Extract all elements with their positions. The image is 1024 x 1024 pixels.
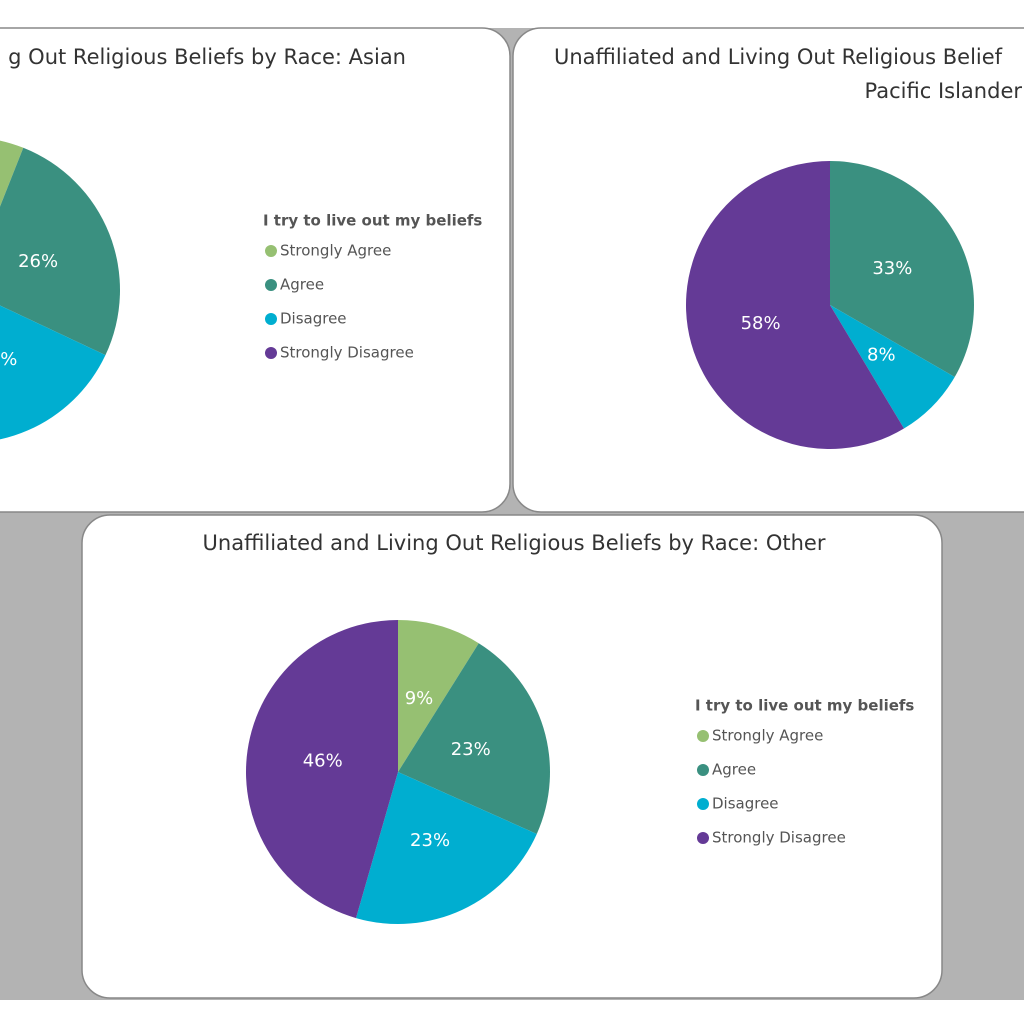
legend-label: Disagree [280, 310, 347, 328]
pie-slice [356, 772, 537, 925]
legend-marker [697, 798, 709, 810]
pie-slice [686, 161, 904, 449]
pie-slice [398, 620, 479, 772]
legend-label: Strongly Disagree [712, 829, 846, 847]
data-label: 58% [741, 313, 781, 334]
pie-slice [0, 147, 120, 356]
legend-label: Agree [712, 761, 756, 779]
data-label: 33% [872, 258, 912, 279]
legend-label: Strongly Agree [280, 242, 391, 260]
legend-label: Disagree [712, 795, 779, 813]
pie-slice [0, 140, 24, 207]
data-label: 8% [867, 345, 896, 366]
chart-title: Unaffiliated and Living Out Religious Be… [554, 45, 1003, 69]
legend-title: I try to live out my beliefs [695, 697, 914, 715]
data-label: 46% [303, 750, 343, 771]
chart-title: Pacific Islander [865, 79, 1023, 103]
legend-marker [697, 730, 709, 742]
legend-title: I try to live out my beliefs [263, 212, 482, 230]
chart-title: Unaffiliated and Living Out Religious Be… [203, 531, 826, 555]
data-label: 23% [451, 739, 491, 760]
chart-title: g Out Religious Beliefs by Race: Asian [8, 45, 406, 69]
pie-slice [398, 643, 550, 834]
legend-marker [697, 764, 709, 776]
legend-label: Agree [280, 276, 324, 294]
legend-label: Strongly Agree [712, 727, 823, 745]
pie-slice [830, 161, 974, 377]
data-label: 23% [0, 349, 17, 370]
pie-slice [830, 305, 955, 429]
data-label: 23% [410, 830, 450, 851]
legend-marker [265, 245, 277, 257]
legend-marker [697, 832, 709, 844]
data-label: 9% [405, 688, 434, 709]
legend-marker [265, 313, 277, 325]
pie-slice [0, 305, 106, 440]
legend-label: Strongly Disagree [280, 344, 414, 362]
pie-slice [246, 620, 398, 919]
legend-marker [265, 279, 277, 291]
legend-marker [265, 347, 277, 359]
data-label: 26% [18, 251, 58, 272]
panel [0, 27, 511, 513]
